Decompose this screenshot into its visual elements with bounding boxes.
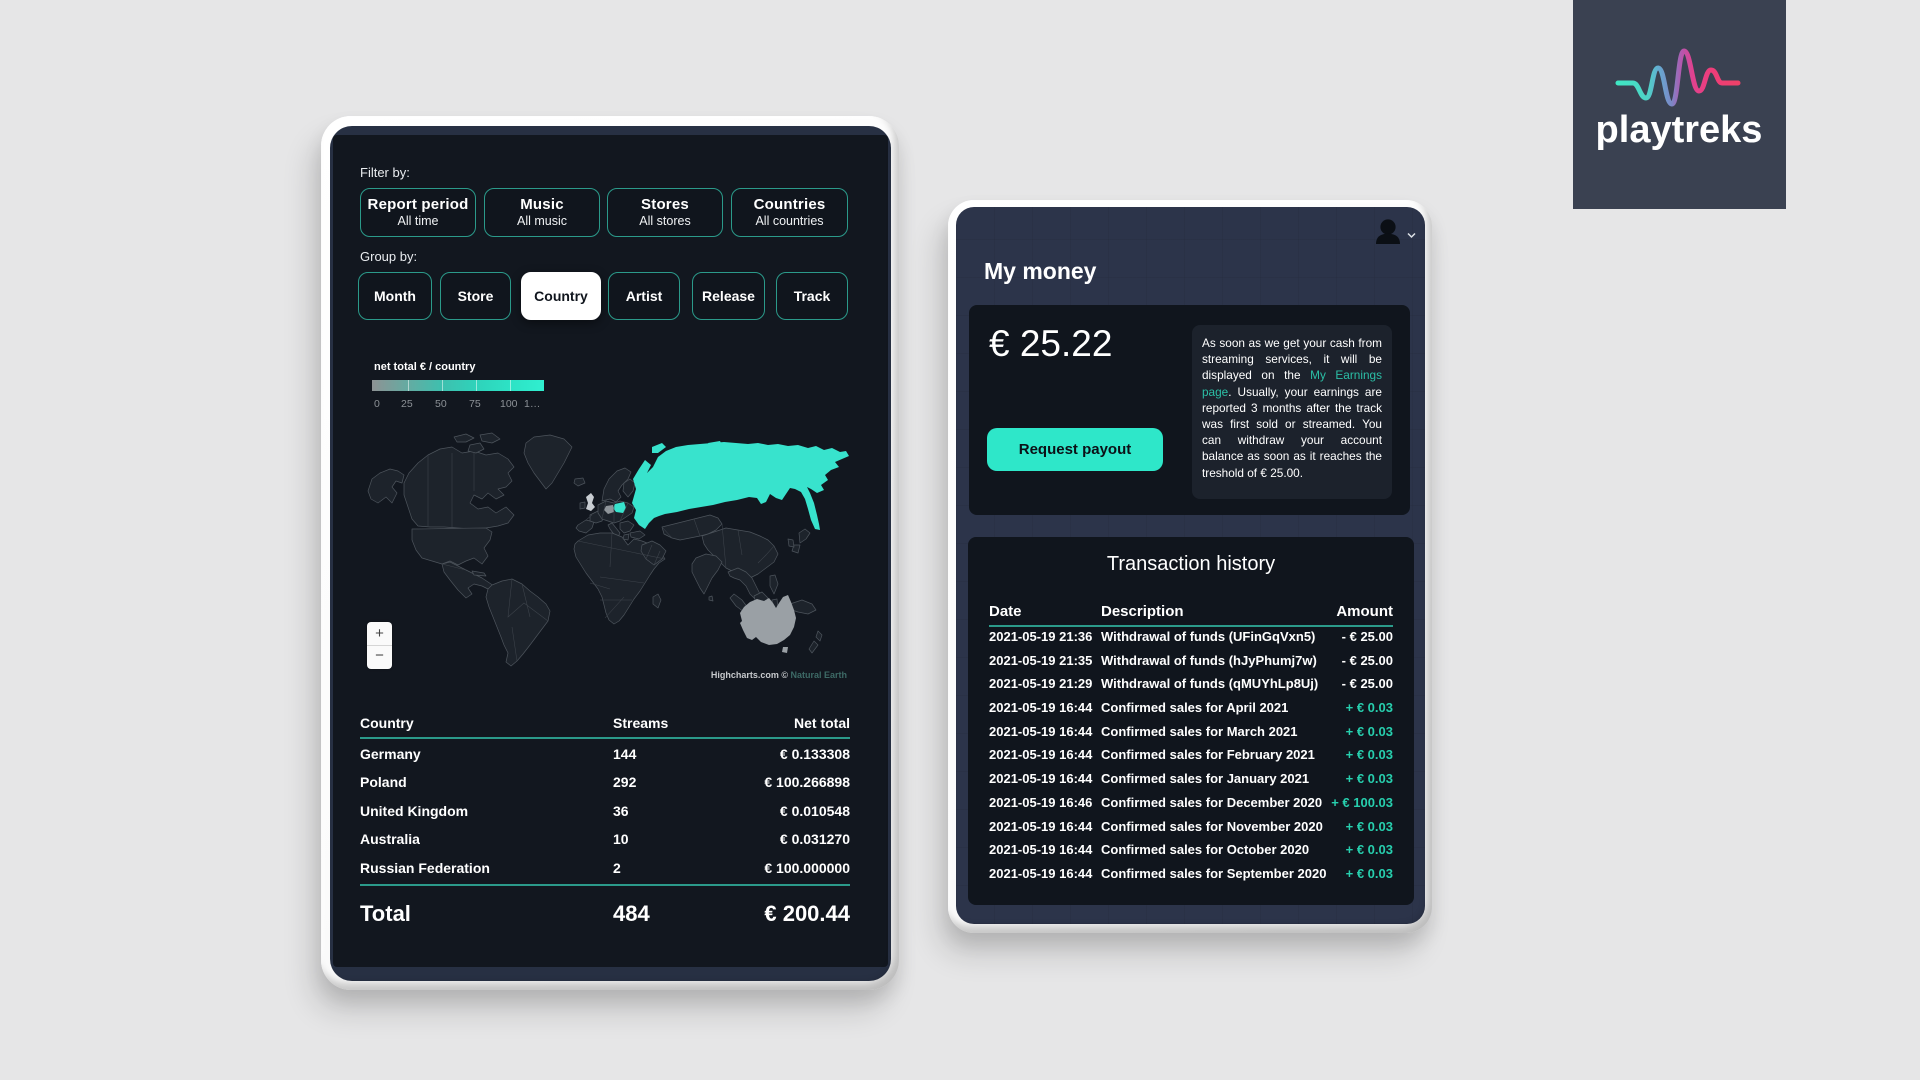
svg-text:playtreks: playtreks <box>1596 109 1763 151</box>
